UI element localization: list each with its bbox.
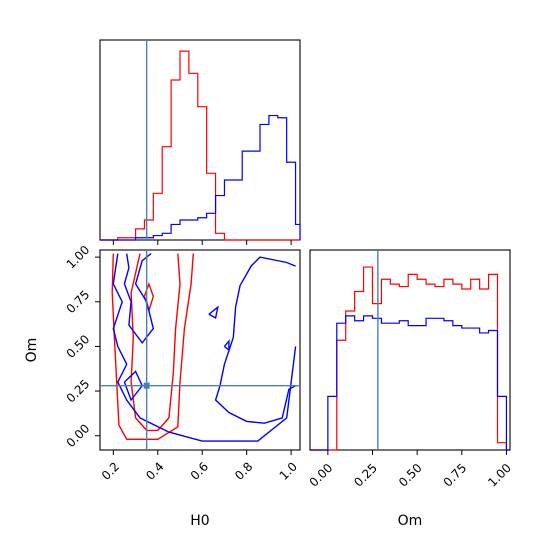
om-x-tick-label: 0.50 — [396, 461, 425, 490]
contour-series-0-1 — [130, 253, 181, 432]
h0-tick-label: 0.6 — [188, 459, 211, 482]
om-y-tick-label: 0.25 — [64, 377, 93, 406]
om-y-tick-label: 1.00 — [64, 243, 93, 272]
om-marginal-panel — [309, 249, 511, 451]
histogram-series-0 — [310, 266, 510, 451]
om-y-tick-label: 0.00 — [64, 421, 93, 450]
x-axis-label-om: Om — [398, 513, 423, 529]
histogram-series-1 — [310, 315, 510, 451]
y-axis-label-om: Om — [24, 338, 40, 363]
om-y-tick-label: 0.50 — [64, 332, 93, 361]
h0-tick-label: 0.2 — [99, 459, 122, 482]
truth-marker — [143, 382, 150, 389]
h0-marginal-frame — [99, 39, 301, 241]
contour-series-1-3 — [112, 253, 297, 442]
om-x-tick-label: 0.25 — [351, 461, 380, 490]
om-y-tick-label: 0.75 — [64, 287, 93, 316]
contour-series-0-2 — [143, 281, 155, 314]
contour-series-1-7 — [208, 305, 219, 319]
h0-tick-label: 0.8 — [232, 459, 255, 482]
histogram-series-1 — [100, 114, 301, 241]
om-x-tick-label: 1.00 — [485, 461, 514, 490]
contour-series-1-8 — [223, 339, 230, 352]
h0-tick-label: 1.0 — [277, 459, 300, 482]
contour-frame — [99, 249, 301, 451]
om-marginal-frame — [309, 249, 511, 451]
om-x-tick-label: 0.00 — [307, 461, 336, 490]
h0-om-contour-panel — [99, 249, 301, 451]
contour-series-1-5 — [123, 253, 155, 345]
contour-series-1-4 — [214, 256, 296, 424]
histogram-series-0 — [100, 50, 300, 241]
h0-tick-label: 0.4 — [143, 459, 166, 482]
h0-marginal-panel — [99, 39, 301, 241]
x-axis-label-h0: H0 — [190, 513, 209, 529]
om-x-tick-label: 0.75 — [441, 461, 470, 490]
